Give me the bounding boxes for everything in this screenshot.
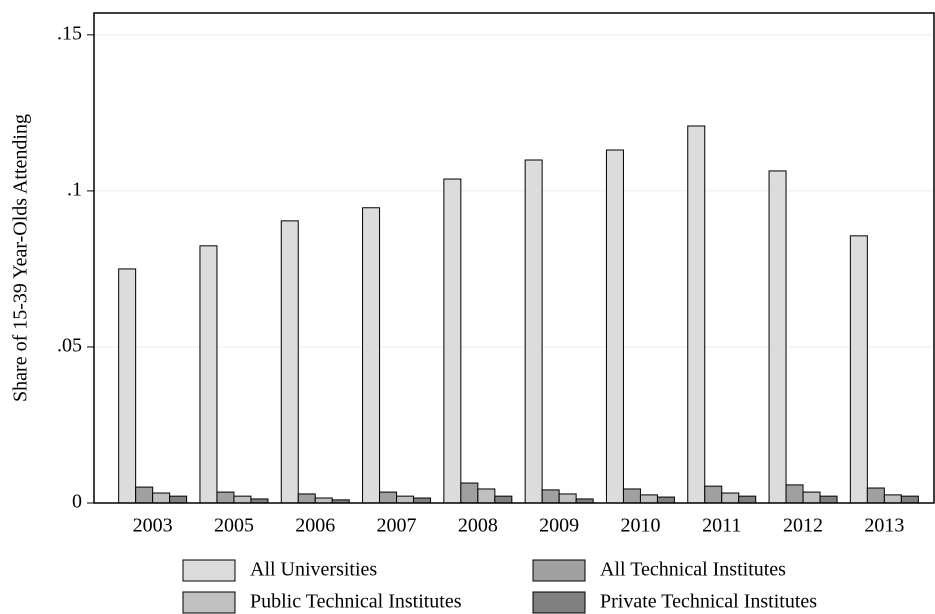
- legend-swatch: [532, 559, 586, 582]
- bar: [477, 488, 496, 504]
- x-tick-label: 2006: [295, 515, 335, 537]
- legend-swatch: [182, 591, 236, 614]
- x-tick-label: 2011: [702, 515, 741, 537]
- bar: [443, 178, 462, 504]
- x-tick-label: 2008: [458, 515, 498, 537]
- legend-swatch: [532, 591, 586, 614]
- plot-frame: [93, 12, 935, 504]
- bar: [721, 492, 740, 504]
- legend-label: Private Technical Institutes: [600, 591, 817, 613]
- x-tick-label: 2007: [377, 515, 417, 537]
- bar: [541, 489, 560, 504]
- y-axis-title: Share of 15-39 Year-Olds Attending: [10, 114, 32, 402]
- x-tick-label: 2012: [783, 515, 823, 537]
- bar: [460, 482, 479, 504]
- bar: [883, 494, 902, 504]
- x-tick-label: 2009: [539, 515, 579, 537]
- x-tick-label: 2013: [864, 515, 904, 537]
- bar: [152, 492, 171, 504]
- x-tick-label: 2003: [133, 515, 173, 537]
- bar: [280, 220, 299, 504]
- legend-label: Public Technical Institutes: [250, 591, 462, 613]
- bar: [866, 487, 885, 504]
- bar: [622, 488, 641, 504]
- bar: [656, 496, 675, 504]
- bar: [768, 170, 787, 504]
- y-tick-label: .05: [57, 335, 82, 357]
- x-tick-label: 2010: [620, 515, 660, 537]
- bar: [687, 125, 706, 504]
- legend-swatch: [182, 559, 236, 582]
- bar: [199, 245, 218, 504]
- bar: [785, 484, 804, 504]
- bar: [704, 485, 723, 504]
- bar: [118, 268, 137, 504]
- y-tick-label: .15: [57, 22, 82, 44]
- bar: [135, 486, 154, 504]
- bar: [494, 495, 513, 504]
- bar: [379, 491, 398, 504]
- bar: [524, 159, 543, 504]
- bar: [297, 493, 316, 504]
- bar: [819, 495, 838, 504]
- bar: [216, 491, 235, 504]
- bar: [639, 494, 658, 504]
- bar: [738, 495, 757, 504]
- bar: [900, 495, 919, 504]
- y-tick-label: .1: [67, 178, 82, 200]
- bar: [233, 495, 252, 504]
- x-tick-label: 2005: [214, 515, 254, 537]
- bar: [169, 495, 188, 504]
- bar: [849, 235, 868, 504]
- bar: [396, 495, 415, 504]
- bar: [558, 493, 577, 504]
- legend-label: All Universities: [250, 559, 377, 581]
- legend-label: All Technical Institutes: [600, 559, 786, 581]
- bar: [802, 491, 821, 504]
- bar: [605, 149, 624, 504]
- bar: [362, 207, 381, 504]
- y-tick-label: 0: [72, 491, 82, 513]
